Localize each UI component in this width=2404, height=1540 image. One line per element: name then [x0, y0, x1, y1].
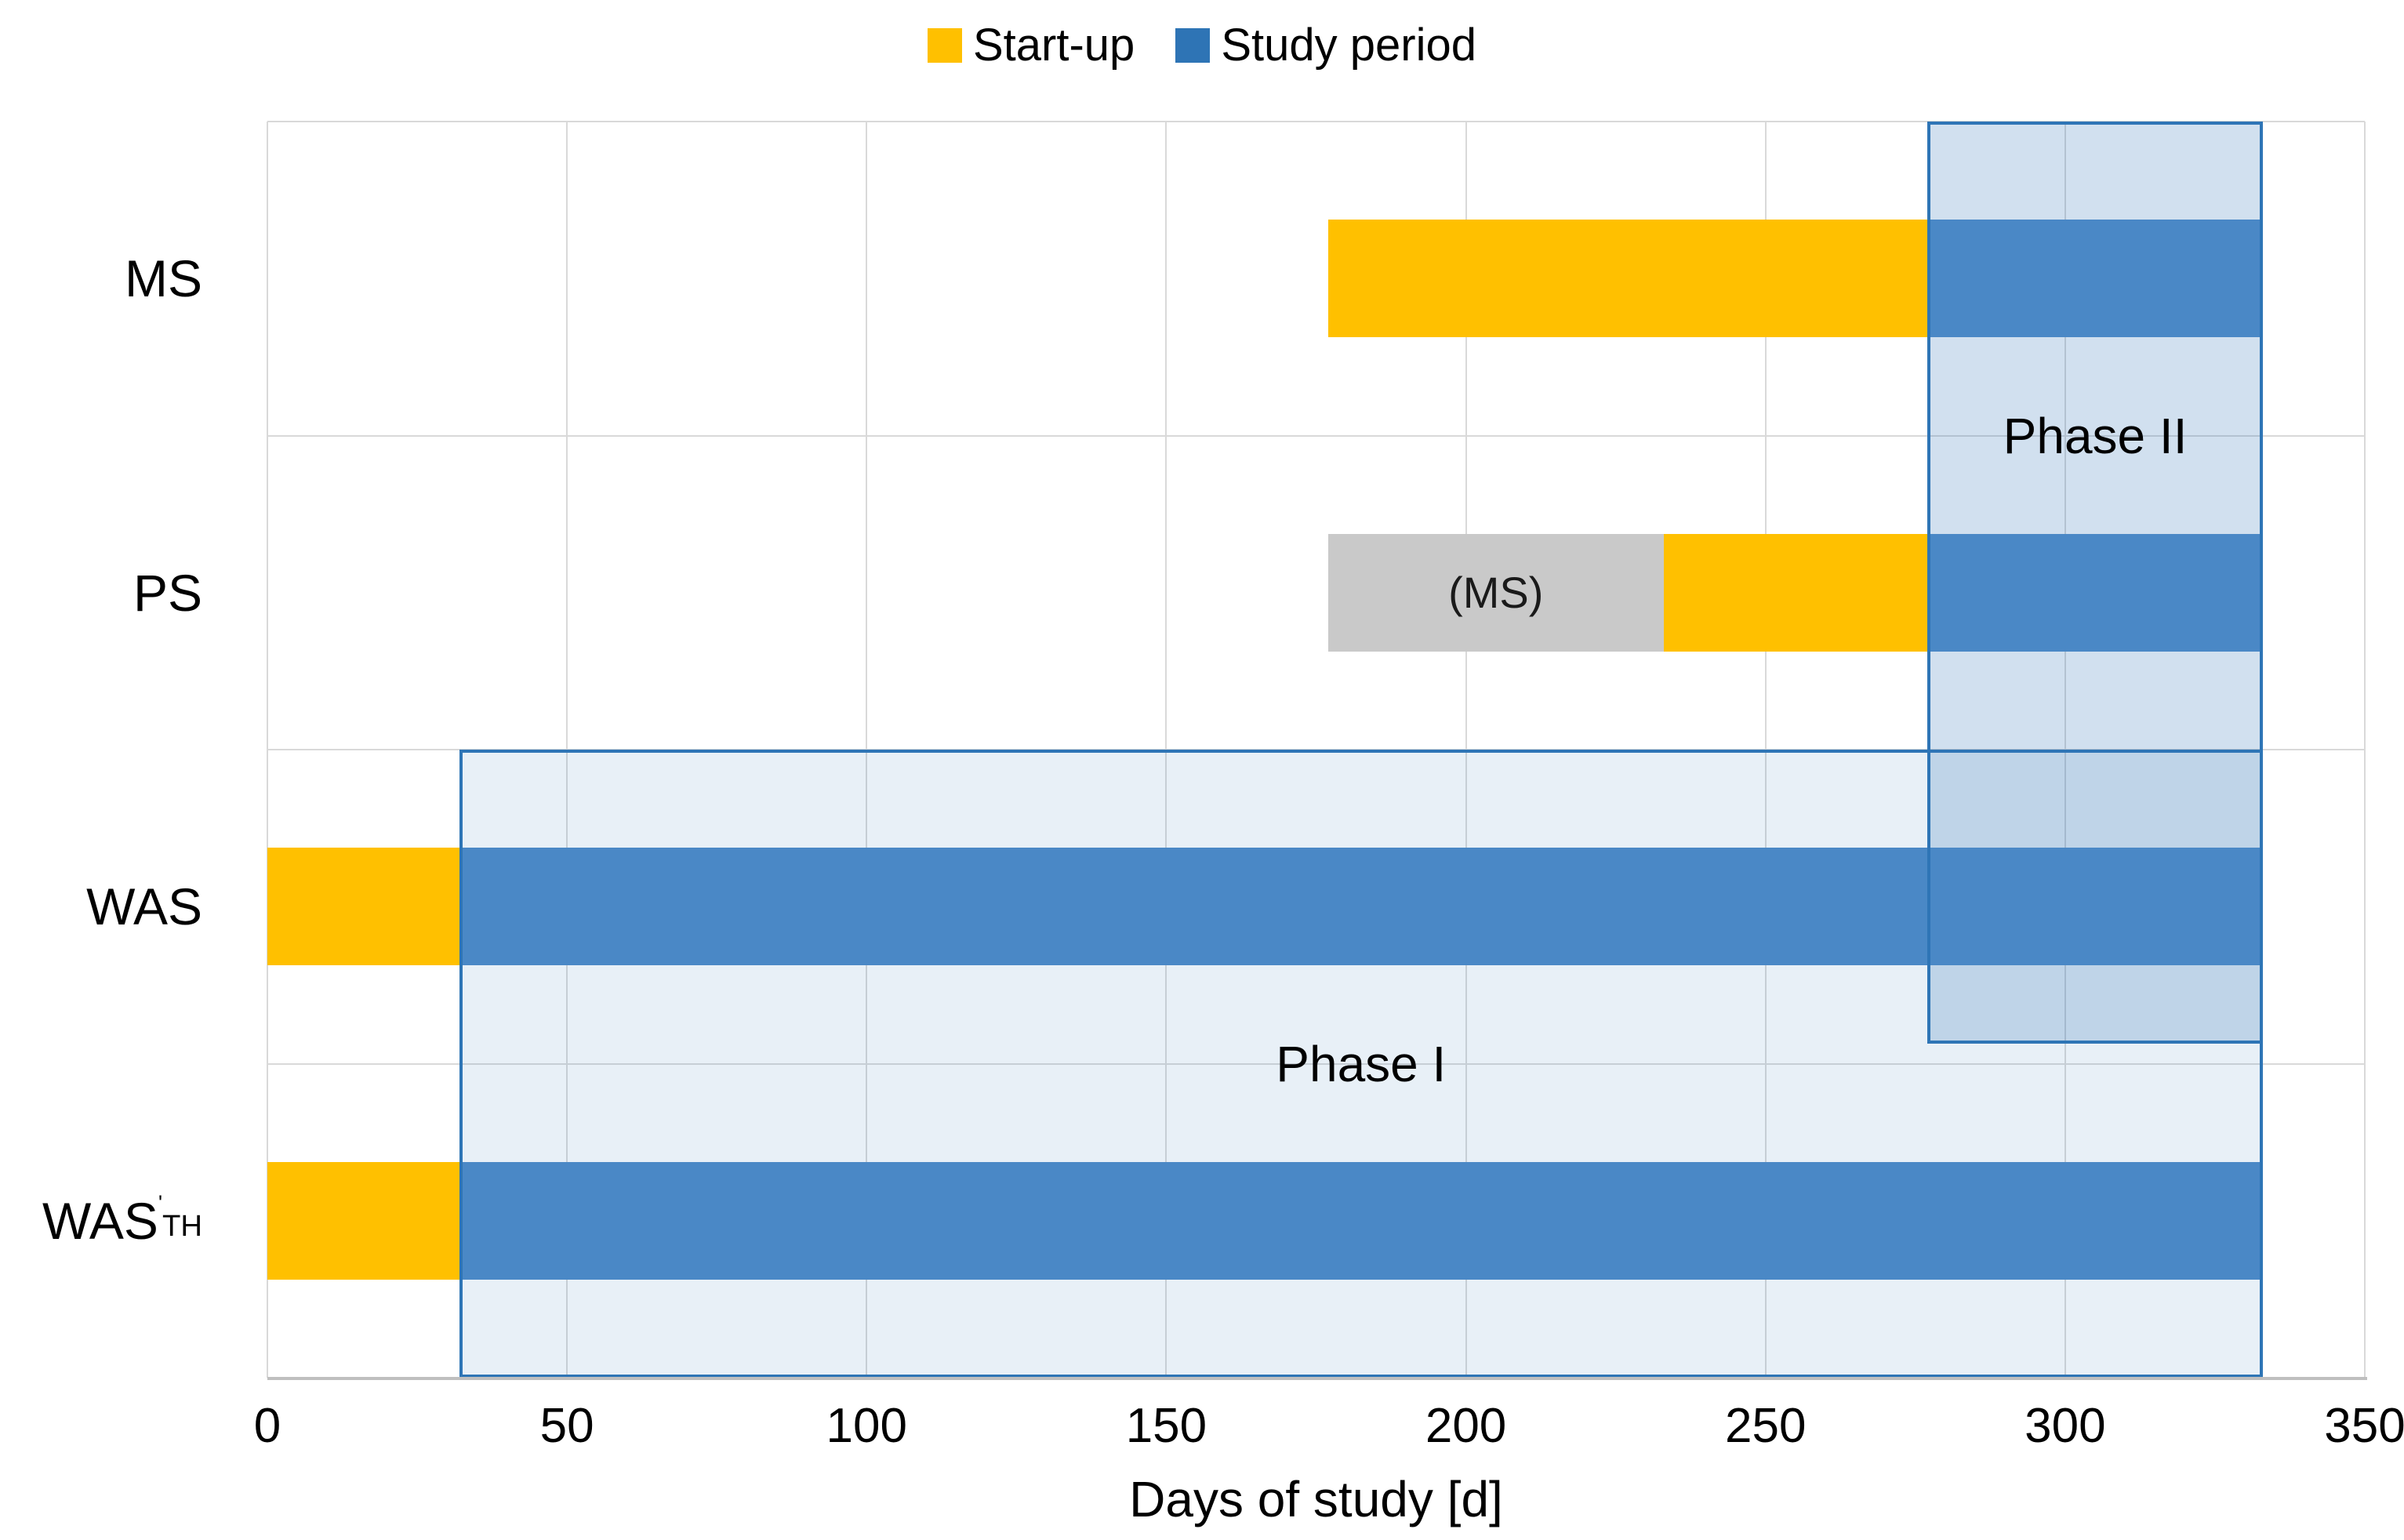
legend-swatch: [1175, 28, 1211, 63]
phase-label: Phase II: [2003, 407, 2188, 464]
x-tick-label: 250: [1724, 1399, 1807, 1453]
phase-region-outline: [1927, 122, 2264, 1044]
bar-segment-was_th-startup: [267, 1161, 459, 1280]
y-axis-label-was: WAS: [86, 877, 202, 936]
x-tick-label: 100: [826, 1399, 908, 1453]
plot-area: (MS) Phase I Phase II: [267, 121, 2366, 1378]
y-axis-labels: MS PS WAS WAS ' TH: [0, 122, 237, 1378]
legend-label: Start-up: [973, 20, 1135, 71]
y-axis-label-ms: MS: [125, 249, 202, 308]
gridline-horizontal: [267, 1062, 2365, 1065]
y-axis-label-ps: PS: [133, 563, 202, 622]
x-axis-line: [267, 1377, 2367, 1380]
bar-segment-was_th-study: [459, 1161, 2264, 1280]
phase-region-outline: [459, 750, 2264, 1378]
legend-label: Study period: [1221, 20, 1476, 71]
x-tick-label: 200: [1425, 1399, 1507, 1453]
legend-swatch: [928, 28, 962, 63]
x-tick-label: 50: [539, 1399, 594, 1453]
prime-mark: ': [158, 1191, 162, 1215]
gridline-horizontal: [267, 434, 2365, 437]
legend-item: Study period: [1175, 23, 1476, 68]
bar-inline-label: (MS): [1448, 568, 1544, 618]
bar-segment-ms-startup: [1327, 220, 1928, 338]
chart-legend: Start-up Study period: [0, 6, 2404, 85]
x-axis-ticks: 0 50 100 150 200 250 300 350: [254, 1399, 2404, 1465]
x-tick-label: 0: [253, 1399, 281, 1453]
phase-label: Phase I: [1276, 1035, 1447, 1092]
bar-segment-ps-study: [1927, 533, 2264, 652]
x-axis-title: Days of study [d]: [1129, 1471, 1503, 1527]
bar-segment-ms-study: [1927, 220, 2264, 338]
x-tick-label: 300: [2025, 1399, 2106, 1453]
bar-segment-was-study: [459, 848, 2264, 966]
gridline-vertical: [2364, 122, 2366, 1378]
gridline-horizontal: [267, 121, 2365, 122]
bar-segment-ps-pre: (MS): [1327, 533, 1664, 652]
bar-segment-was-startup: [267, 848, 459, 966]
x-tick-label: 350: [2324, 1399, 2404, 1453]
y-axis-label-was_th: WAS ' TH: [42, 1191, 202, 1250]
x-tick-label: 150: [1125, 1399, 1207, 1453]
bar-segment-ps-startup: [1663, 533, 1928, 652]
legend-item: Start-up: [928, 23, 1135, 68]
